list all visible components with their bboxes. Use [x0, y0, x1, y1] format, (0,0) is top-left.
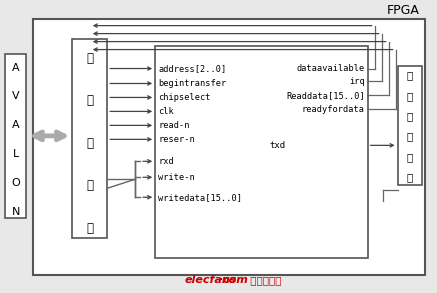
Text: 器: 器	[86, 222, 93, 235]
Text: irq: irq	[349, 77, 364, 86]
Text: address[2..0]: address[2..0]	[158, 64, 226, 73]
Text: 总: 总	[86, 52, 93, 65]
Text: chipselect: chipselect	[158, 93, 211, 102]
Text: Readdata[15..0]: Readdata[15..0]	[286, 91, 364, 100]
Text: O: O	[12, 178, 21, 188]
Text: 电子发烧友: 电子发烧友	[247, 275, 281, 285]
Bar	[398, 66, 422, 185]
Text: txd: txd	[270, 141, 286, 150]
Text: read-n: read-n	[158, 121, 190, 130]
Text: 裁: 裁	[86, 179, 93, 192]
Text: A: A	[12, 62, 20, 73]
Text: elecfans: elecfans	[185, 275, 237, 285]
Text: A: A	[12, 120, 20, 130]
Bar	[73, 39, 107, 238]
Text: rxd: rxd	[158, 157, 174, 166]
Text: 转: 转	[406, 111, 413, 121]
Text: 平: 平	[406, 91, 413, 101]
Text: reser-n: reser-n	[158, 135, 195, 144]
Text: 换: 换	[406, 132, 413, 142]
Text: 片: 片	[406, 172, 413, 182]
Text: 线: 线	[86, 94, 93, 108]
Text: FPGA: FPGA	[387, 4, 420, 17]
Text: 电: 电	[406, 71, 413, 81]
Text: begintransfer: begintransfer	[158, 79, 226, 88]
Text: 仲: 仲	[86, 137, 93, 150]
Text: writedata[15..0]: writedata[15..0]	[158, 193, 242, 202]
Text: L: L	[13, 149, 19, 159]
Text: readyfordata: readyfordata	[302, 105, 364, 114]
Bar	[34, 19, 424, 275]
Text: 芋: 芋	[406, 152, 413, 162]
Text: ·: ·	[219, 275, 223, 285]
Text: com: com	[223, 275, 249, 285]
Bar	[6, 54, 27, 218]
Text: N: N	[12, 207, 20, 217]
Text: V: V	[12, 91, 20, 101]
Bar	[155, 46, 368, 258]
Text: dataavailable: dataavailable	[296, 64, 364, 73]
Text: write-n: write-n	[158, 173, 195, 182]
Text: clk: clk	[158, 107, 174, 116]
